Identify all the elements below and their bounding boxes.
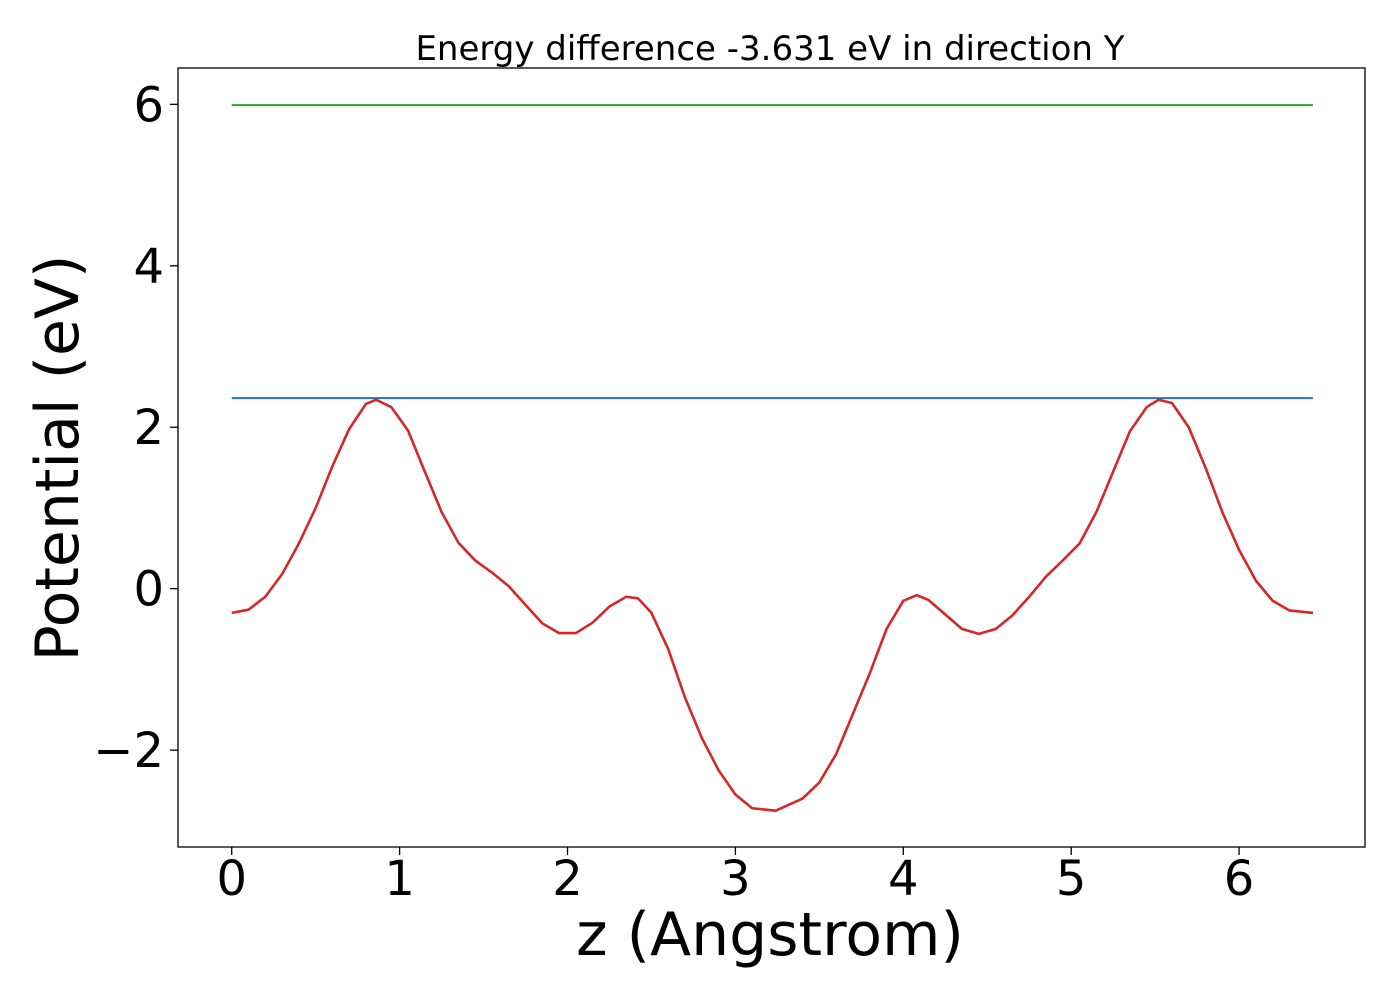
chart-title: Energy difference -3.631 eV in direction… [415,29,1124,69]
x-tick-label: 3 [720,851,751,907]
x-tick-label: 1 [384,851,415,907]
x-tick-label: 6 [1224,851,1255,907]
y-tick-label: 4 [133,239,164,295]
x-tick-label: 5 [1056,851,1087,907]
x-tick-label: 4 [888,851,919,907]
x-axis-label: z (Angstrom) [576,900,964,970]
y-axis: −2 0 2 4 6 [93,77,178,779]
y-tick-label: 2 [133,400,164,456]
x-tick-label: 0 [216,851,247,907]
y-axis-label: Potential (eV) [23,255,93,662]
series-line-3 [231,398,1314,812]
x-tick-label: 2 [552,851,583,907]
axes-frame [177,67,1366,848]
x-axis: 0 1 2 3 4 5 6 [216,847,1254,907]
plot-area [231,104,1314,812]
y-tick-label: 0 [133,562,164,618]
y-tick-label: 6 [133,77,164,133]
y-tick-label: −2 [93,723,164,779]
